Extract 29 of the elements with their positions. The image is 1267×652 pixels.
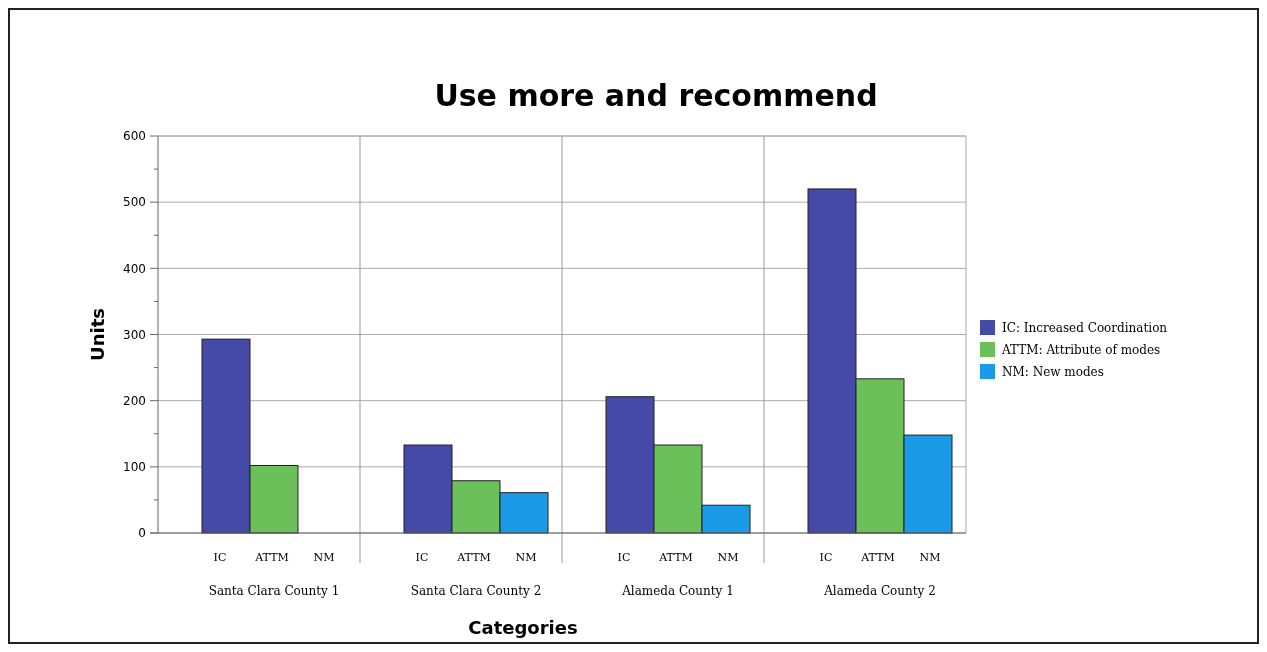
legend-label: ATTM: Attribute of modes (1001, 343, 1161, 358)
x-tick-label: Alameda County 1 (621, 584, 734, 598)
text: NM (313, 551, 335, 564)
y-tick-label: 600 (123, 129, 146, 144)
y-tick-label: 500 (123, 195, 146, 210)
y-tick-label: 200 (123, 393, 146, 408)
legend-label: NM: New modes (1002, 365, 1104, 380)
x-axis-title: Categories (468, 617, 578, 638)
y-axis-title: Units (87, 308, 108, 361)
chart-title: Use more and recommend (434, 78, 878, 113)
x-tick-label: Alameda County 2 (823, 584, 936, 598)
text: IC (213, 551, 227, 564)
y-tick-label: 0 (138, 526, 146, 541)
y-tick-label: 400 (123, 261, 146, 276)
text: IC (617, 551, 631, 564)
legend-label: IC: Increased Coordination (1002, 321, 1168, 336)
text: IC (819, 551, 833, 564)
x-tick-label: Santa Clara County 2 (410, 584, 542, 598)
y-tick-label: 100 (123, 460, 146, 475)
text: NM (919, 551, 941, 564)
text: ATTM (254, 551, 289, 564)
text: ATTM (860, 551, 895, 564)
x-tick-label: Santa Clara County 1 (208, 584, 340, 598)
text: ATTM (658, 551, 693, 564)
y-tick-label: 300 (123, 327, 146, 342)
text: IC (415, 551, 429, 564)
text: NM (717, 551, 739, 564)
text: NM (515, 551, 537, 564)
text: ATTM (456, 551, 491, 564)
